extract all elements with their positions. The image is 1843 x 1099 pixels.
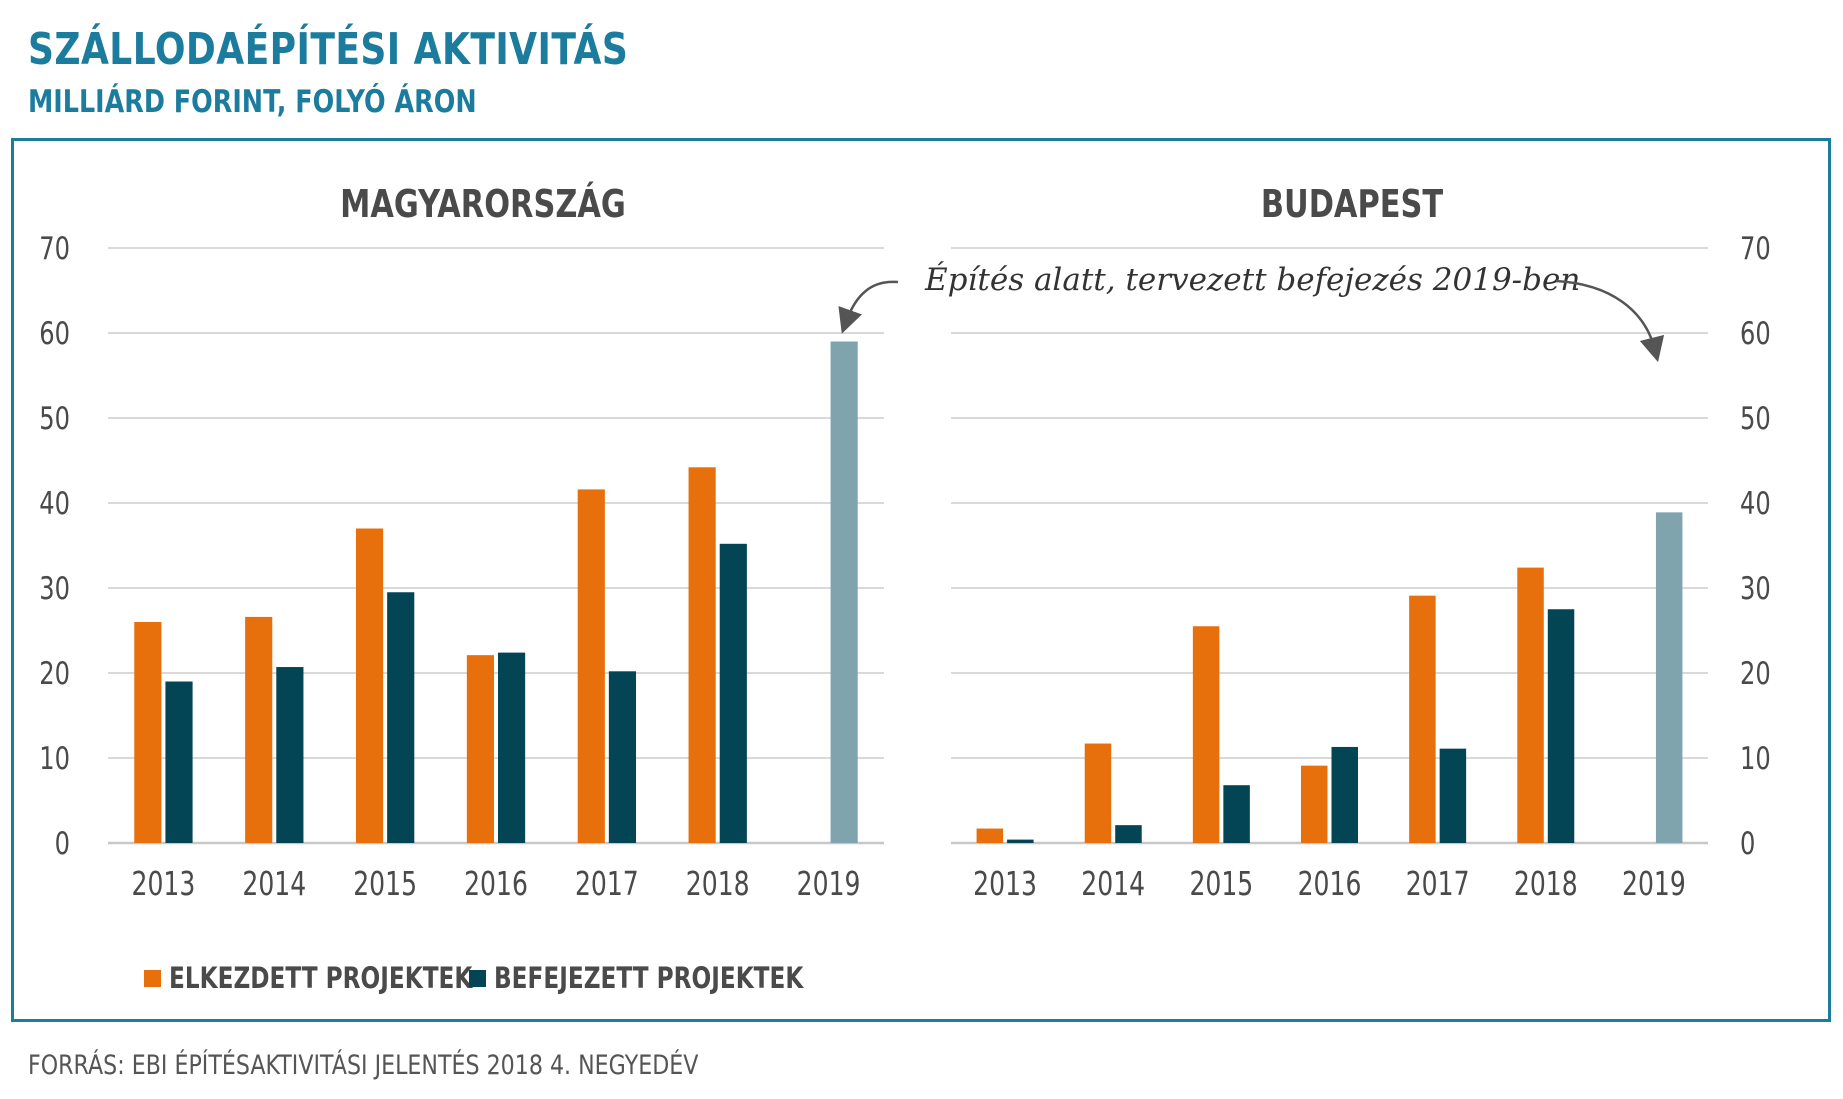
bar-planned-2019 <box>1655 512 1683 843</box>
bar-completed-2017 <box>1439 748 1467 843</box>
bar-started-2013 <box>134 622 162 843</box>
bar-completed-2017 <box>608 671 637 843</box>
x-tick-label: 2016 <box>464 865 528 903</box>
bar-completed-2016 <box>1331 746 1358 843</box>
y-tick-label: 50 <box>39 400 70 437</box>
bar-started-2014 <box>1084 743 1112 843</box>
chart-subtitle: MILLIÁRD FORINT, FOLYÓ ÁRON <box>28 84 477 120</box>
annotation-arrow-left <box>838 280 899 334</box>
y-tick-label: 0 <box>1740 825 1755 862</box>
y-tick-label: 0 <box>55 825 70 862</box>
x-tick-label: 2014 <box>242 865 306 903</box>
x-tick-label: 2015 <box>353 865 417 903</box>
bar-completed-2013 <box>165 681 193 843</box>
bar-started-2017 <box>577 489 605 843</box>
bar-completed-2014 <box>1115 825 1142 843</box>
bar-completed-2018 <box>719 543 747 843</box>
bar-completed-2015 <box>387 592 415 843</box>
chart-panel-budapest: BUDAPEST 0 10 20 30 40 50 60 70 2013 2014 2015 2016 2… <box>951 183 1771 903</box>
source-note: FORRÁS: EBI ÉPÍTÉSAKTIVITÁSI JELENTÉS 20… <box>28 1050 699 1081</box>
x-tick-label: 2019 <box>1622 865 1686 903</box>
bar-started-2014 <box>245 616 273 843</box>
bar-completed-2014 <box>276 667 304 843</box>
bar-completed-2016 <box>498 652 526 843</box>
bar-completed-2013 <box>1007 839 1034 843</box>
legend-completed-label: BEFEJEZETT PROJEKTEK <box>494 961 804 995</box>
y-tick-label: 40 <box>39 485 70 522</box>
y-tick-label: 70 <box>39 230 70 267</box>
x-tick-label: 2019 <box>797 865 861 903</box>
bar-started-2015 <box>1192 626 1220 843</box>
legend-started-swatch <box>144 969 161 987</box>
legend-started: ELKEZDETT PROJEKTEK <box>144 961 548 995</box>
y-tick-label: 30 <box>39 570 70 607</box>
x-tick-label: 2013 <box>973 865 1037 903</box>
legend-completed: BEFEJEZETT PROJEKTEK <box>469 961 881 995</box>
x-tick-label: 2018 <box>1514 865 1578 903</box>
panel-title: MAGYARORSZÁG <box>340 182 626 227</box>
x-tick-label: 2015 <box>1189 865 1253 903</box>
y-tick-label: 20 <box>39 655 70 692</box>
chart-title: SZÁLLODAÉPÍTÉSI AKTIVITÁS <box>28 24 629 75</box>
x-tick-label: 2017 <box>1406 865 1470 903</box>
y-tick-label: 10 <box>1740 740 1771 777</box>
x-tick-label: 2014 <box>1081 865 1145 903</box>
y-tick-label: 40 <box>1740 485 1771 522</box>
y-tick-label: 60 <box>39 315 70 352</box>
annotation-text: Építés alatt, tervezett befejezés 2019-b… <box>924 260 1580 298</box>
panel-title: BUDAPEST <box>1261 183 1444 227</box>
bar-planned-2019 <box>830 341 858 843</box>
bar-started-2018 <box>1517 567 1544 843</box>
y-tick-label: 10 <box>39 740 70 777</box>
bar-started-2015 <box>355 528 384 843</box>
bar-completed-2018 <box>1547 609 1575 843</box>
y-tick-label: 70 <box>1740 230 1771 267</box>
x-tick-label: 2013 <box>132 865 196 903</box>
x-tick-label: 2018 <box>686 865 750 903</box>
bar-started-2016 <box>1301 765 1328 843</box>
bar-started-2017 <box>1409 595 1436 843</box>
bar-completed-2015 <box>1223 785 1250 843</box>
bar-started-2016 <box>466 655 494 843</box>
bar-started-2013 <box>976 828 1004 843</box>
chart-panel-magyarorszag: MAGYARORSZÁG 0 10 20 30 40 50 60 70 2013 2014 2015 2… <box>39 182 884 903</box>
y-tick-label: 60 <box>1740 315 1771 352</box>
legend-completed-swatch <box>469 969 486 987</box>
x-tick-label: 2017 <box>575 865 639 903</box>
y-tick-label: 30 <box>1740 570 1771 607</box>
chart-frame <box>11 138 1831 1022</box>
y-tick-label: 50 <box>1740 400 1771 437</box>
annotation-arrow-right <box>1555 279 1665 363</box>
y-tick-label: 20 <box>1740 655 1771 692</box>
legend-started-label: ELKEZDETT PROJEKTEK <box>169 961 473 995</box>
bar-started-2018 <box>688 467 716 843</box>
x-tick-label: 2016 <box>1298 865 1362 903</box>
